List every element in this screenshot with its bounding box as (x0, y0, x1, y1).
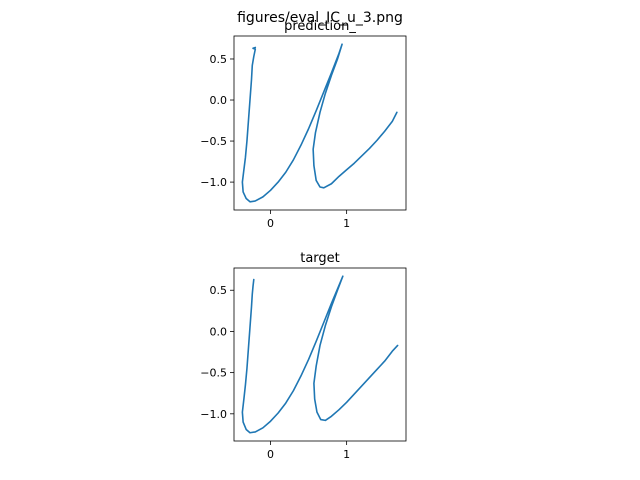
x-tick-label: 0 (267, 448, 274, 461)
subplot-title: prediction_ (284, 19, 356, 34)
axes-target: target 0 1 −1.0 −0.5 0.0 0.5 (200, 251, 407, 461)
y-tick-label: 0.0 (210, 325, 228, 338)
x-tick-label: 0 (267, 217, 274, 230)
axes-frame (233, 267, 407, 442)
y-tick-label: 0.0 (210, 94, 228, 107)
series-line (241, 275, 399, 434)
y-tick-label: −1.0 (200, 176, 227, 189)
y-tick-label: −0.5 (200, 367, 227, 380)
y-tick-label: 0.5 (210, 53, 228, 66)
axes-prediction: prediction_ 0 1 −1.0 −0.5 0.0 0.5 (200, 19, 407, 230)
figure-suptitle: figures/eval_IC_u_3.png (237, 10, 403, 26)
x-tick-label: 1 (343, 448, 350, 461)
axes-frame (233, 35, 407, 211)
y-tick-label: −0.5 (200, 135, 227, 148)
x-tick-label: 1 (343, 217, 350, 230)
subplot-title: target (300, 251, 340, 266)
y-tick-label: 0.5 (210, 284, 228, 297)
y-tick-label: −1.0 (200, 408, 227, 421)
series-line (241, 43, 398, 203)
